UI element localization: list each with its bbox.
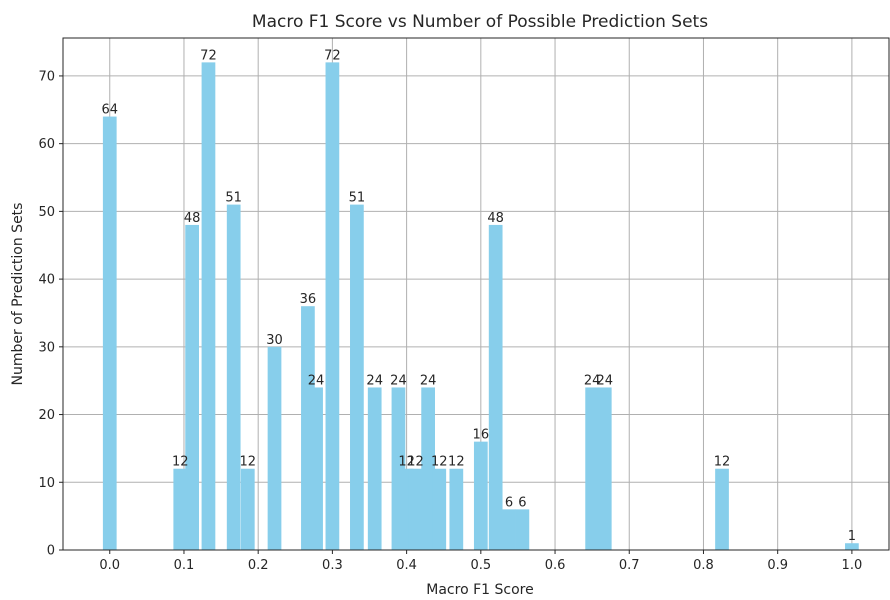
bar [267, 346, 282, 550]
bar-value-label: 12 [398, 455, 415, 470]
x-tick-label: 0.6 [545, 558, 566, 573]
bar-value-label: 51 [349, 191, 366, 206]
bars [102, 62, 859, 550]
bar-value-label: 24 [390, 373, 407, 388]
x-tick-label: 0.2 [248, 558, 269, 573]
y-axis-label: Number of Prediction Sets [10, 203, 26, 386]
y-tick-label: 30 [38, 340, 55, 355]
bar-value-label: 24 [596, 373, 613, 388]
bar-value-label: 48 [487, 211, 504, 226]
bar-value-label: 30 [266, 333, 283, 348]
x-tick-label: 0.1 [174, 558, 195, 573]
bar-value-label: 6 [505, 495, 513, 510]
bar-value-label: 48 [184, 211, 201, 226]
bar [350, 204, 364, 550]
bar [309, 387, 323, 550]
plot-frame [62, 37, 890, 551]
bar-value-label: 1 [848, 529, 856, 544]
y-tick-label: 60 [38, 137, 55, 152]
bar-value-label: 72 [324, 48, 341, 63]
bar [421, 387, 435, 550]
x-tick-label: 0.7 [619, 558, 640, 573]
bar-value-label: 24 [420, 373, 437, 388]
bar [488, 224, 503, 550]
bar-value-label: 24 [584, 373, 601, 388]
x-axis-ticks: 0.0 0.1 0.2 0.3 0.4 0.5 0.6 0.7 0.8 0.9 1.0 [99, 550, 862, 573]
bar-value-label: 12 [448, 455, 465, 470]
bar [473, 441, 488, 550]
bar [240, 468, 255, 550]
bar [585, 387, 600, 550]
x-tick-label: 1.0 [842, 558, 863, 573]
bar-value-label: 24 [308, 373, 325, 388]
bar-value-label: 51 [225, 191, 242, 206]
x-tick-label: 0.4 [396, 558, 417, 573]
bar [715, 468, 729, 550]
x-tick-label: 0.8 [693, 558, 714, 573]
bar [226, 204, 241, 550]
y-tick-label: 40 [38, 273, 55, 288]
chart-title: Macro F1 Score vs Number of Possible Pre… [252, 12, 708, 32]
bar [325, 62, 340, 550]
y-tick-label: 20 [38, 408, 55, 423]
bar-value-label: 16 [473, 428, 490, 443]
bar [408, 468, 423, 550]
bar-value-label: 12 [431, 455, 448, 470]
bar [597, 387, 612, 550]
bar-value-label: 12 [407, 455, 424, 470]
bar [432, 468, 447, 550]
x-tick-label: 0.5 [470, 558, 491, 573]
bar-value-label: 36 [300, 292, 317, 307]
y-tick-label: 70 [38, 69, 55, 84]
y-axis-ticks: 0 10 20 30 40 50 60 70 [38, 69, 63, 559]
x-tick-label: 0.9 [767, 558, 788, 573]
y-tick-label: 0 [47, 544, 55, 559]
bar [515, 509, 530, 550]
bar [185, 224, 199, 550]
bar [845, 543, 859, 550]
bar [502, 509, 516, 550]
bar-value-label: 6 [518, 495, 526, 510]
x-tick-label: 0.3 [322, 558, 343, 573]
x-tick-label: 0.0 [99, 558, 120, 573]
bar [173, 468, 188, 550]
bar-value-label: 12 [172, 455, 189, 470]
bar [201, 62, 216, 550]
bar-value-label: 12 [714, 455, 731, 470]
x-axis-label: Macro F1 Score [426, 582, 533, 598]
bar-value-label: 24 [366, 373, 383, 388]
y-tick-label: 10 [38, 476, 55, 491]
bar [102, 116, 117, 550]
bar-value-label: 12 [240, 455, 257, 470]
bar-value-label: 72 [200, 48, 217, 63]
y-tick-label: 50 [38, 205, 55, 220]
bar [367, 387, 382, 550]
bar [449, 468, 464, 550]
bar-value-label: 64 [101, 103, 118, 118]
